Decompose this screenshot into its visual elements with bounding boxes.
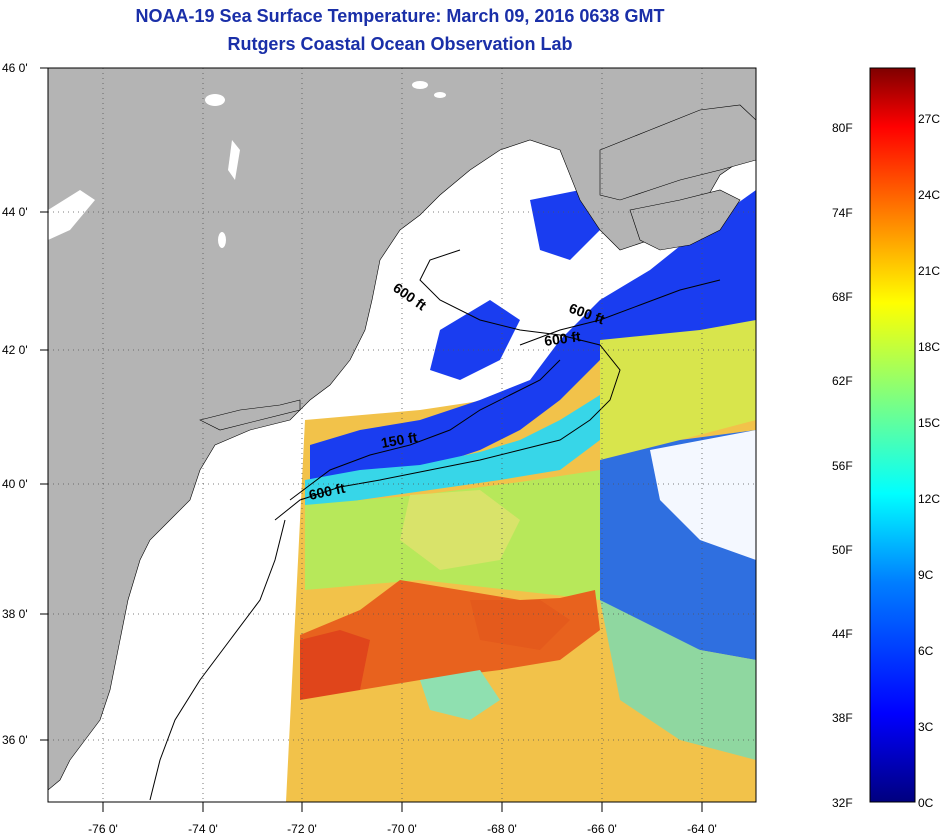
lakes [48,81,446,248]
colorbar-c-label: 3C [918,720,934,734]
colorbar-f-label: 80F [832,121,853,135]
colorbar-c-label: 6C [918,644,934,658]
colorbar-c-label: 18C [918,340,941,354]
lat-label: 42 0' [2,343,28,357]
axis-ticks [40,67,703,812]
land-mass [48,68,756,791]
colorbar-f-label: 56F [832,459,853,473]
colorbar-f-label: 62F [832,374,853,388]
colorbar-f-label: 38F [832,711,853,725]
colorbar-c-label: 24C [918,188,941,202]
lat-label: 44 0' [2,205,28,219]
lon-label: -74 0' [188,822,218,836]
lon-label: -64 0' [687,822,717,836]
map-subtitle: Rutgers Coastal Ocean Observation Lab [227,34,573,54]
lon-label: -70 0' [387,822,417,836]
colorbar-c-label: 12C [918,492,941,506]
colorbar-c-label: 0C [918,796,934,810]
lon-label: -68 0' [487,822,517,836]
colorbar-scale [869,67,916,803]
colorbar-f-label: 44F [832,627,853,641]
lon-label: -72 0' [287,822,317,836]
colorbar-f-label: 68F [832,290,853,304]
colorbar-f-label: 32F [832,796,853,810]
lat-label: 36 0' [2,733,28,747]
lat-label: 46 0' [2,61,28,75]
map-title: NOAA-19 Sea Surface Temperature: March 0… [135,6,665,26]
colorbar-c-label: 15C [918,416,941,430]
bathymetry-contours [149,249,721,801]
lat-label: 38 0' [2,607,28,621]
graticule [48,68,756,802]
contour-label: 600 ft [543,328,582,349]
colorbar-c-label: 21C [918,264,941,278]
lat-label: 40 0' [2,477,28,491]
sst-swath [286,190,756,802]
lon-label: -66 0' [587,822,617,836]
colorbar-c-label: 27C [918,112,941,126]
colorbar-f-label: 50F [832,543,853,557]
colorbar-f-label: 74F [832,206,853,220]
lon-label: -76 0' [88,822,118,836]
colorbar-c-label: 9C [918,568,934,582]
contour-label: 600 ft [307,480,346,503]
contour-label: 150 ft [380,429,419,451]
